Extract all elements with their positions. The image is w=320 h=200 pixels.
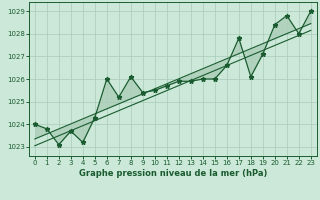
- X-axis label: Graphe pression niveau de la mer (hPa): Graphe pression niveau de la mer (hPa): [79, 169, 267, 178]
